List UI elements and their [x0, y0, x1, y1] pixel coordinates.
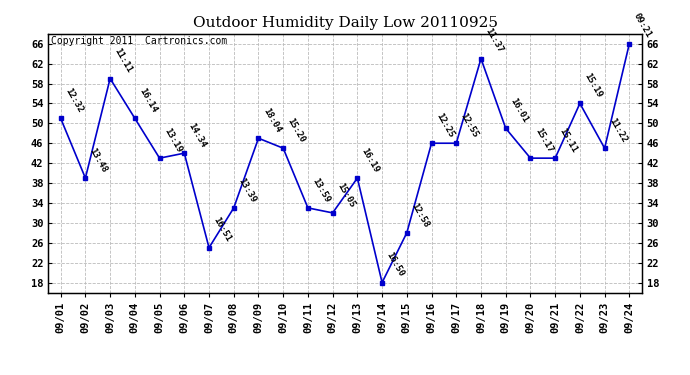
Text: 14:34: 14:34 [187, 122, 208, 149]
Text: 18:04: 18:04 [261, 106, 282, 134]
Text: 12:58: 12:58 [409, 201, 431, 229]
Text: 15:05: 15:05 [335, 181, 356, 209]
Text: 15:11: 15:11 [558, 126, 579, 154]
Text: 11:11: 11:11 [112, 47, 134, 75]
Text: 09:21: 09:21 [632, 12, 653, 40]
Text: 13:19: 13:19 [162, 126, 184, 154]
Text: 12:55: 12:55 [459, 111, 480, 139]
Text: 16:14: 16:14 [137, 87, 159, 114]
Text: 12:32: 12:32 [63, 87, 84, 114]
Text: 16:01: 16:01 [509, 96, 529, 124]
Text: 16:51: 16:51 [212, 216, 233, 244]
Title: Outdoor Humidity Daily Low 20110925: Outdoor Humidity Daily Low 20110925 [193, 16, 497, 30]
Text: 15:17: 15:17 [533, 126, 554, 154]
Text: 16:50: 16:50 [384, 251, 406, 279]
Text: 15:19: 15:19 [582, 72, 604, 99]
Text: 13:59: 13:59 [310, 176, 332, 204]
Text: 16:19: 16:19 [360, 146, 381, 174]
Text: 11:37: 11:37 [484, 27, 504, 55]
Text: 11:22: 11:22 [607, 117, 629, 144]
Text: 13:48: 13:48 [88, 146, 109, 174]
Text: 15:20: 15:20 [286, 117, 307, 144]
Text: 12:25: 12:25 [434, 111, 455, 139]
Text: Copyright 2011  Cartronics.com: Copyright 2011 Cartronics.com [51, 36, 228, 46]
Text: 13:39: 13:39 [236, 176, 257, 204]
